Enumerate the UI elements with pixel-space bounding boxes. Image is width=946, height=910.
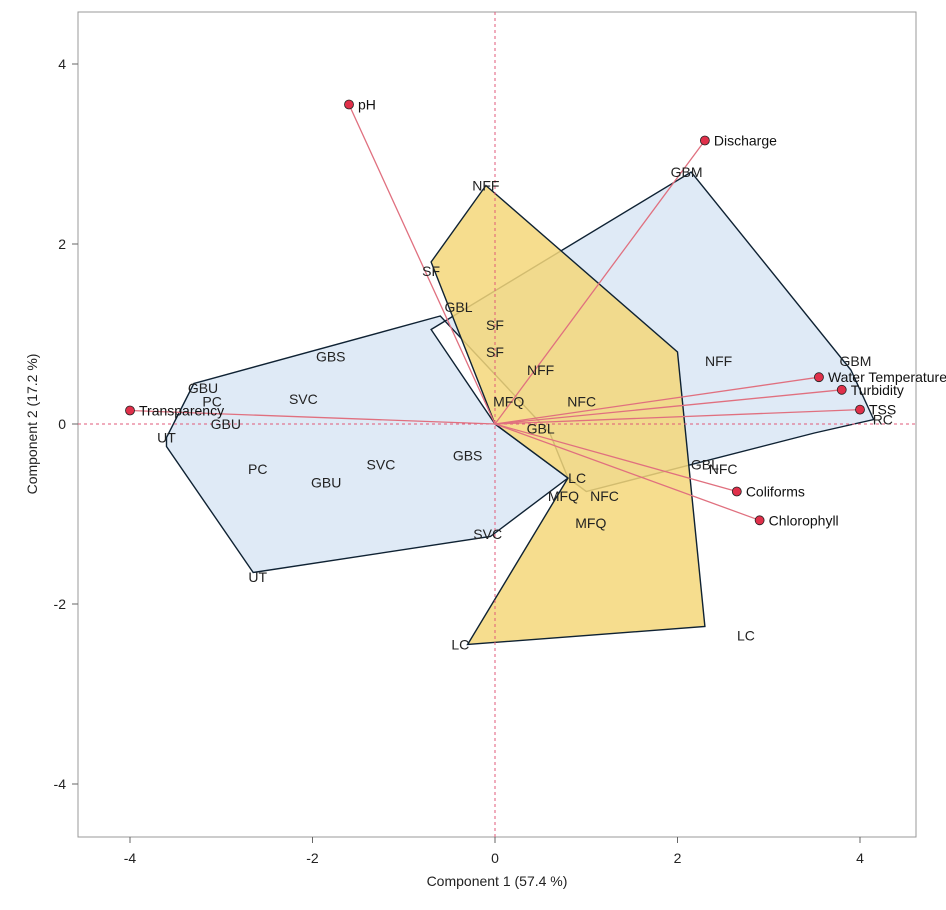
observation-label: GBU — [211, 416, 241, 432]
variable-label: Turbidity — [851, 382, 904, 398]
y-tick-label: 2 — [58, 236, 66, 252]
observation-label: GBL — [691, 457, 719, 473]
loading-point — [699, 135, 710, 146]
observation-label: NFC — [709, 461, 738, 477]
observation-label: MFQ — [493, 394, 524, 410]
observation-label: GBS — [316, 349, 346, 365]
loading-point — [855, 404, 865, 415]
x-tick-label: -4 — [124, 850, 137, 866]
x-axis-title: Component 1 (57.4 %) — [427, 873, 568, 889]
y-axis-title: Component 2 (17.2 %) — [24, 354, 40, 495]
y-tick-label: -2 — [54, 596, 67, 612]
observation-label: GBL — [527, 421, 555, 437]
observation-label: GBM — [671, 164, 703, 180]
observation-label: NFF — [527, 362, 554, 378]
loading-point — [754, 515, 765, 526]
loading-vector — [494, 408, 861, 425]
observation-label: NFF — [472, 178, 499, 194]
observation-label: SVC — [289, 391, 318, 407]
x-axis-ticks: -4 -2 0 2 4 — [124, 837, 864, 866]
y-tick-label: -4 — [54, 776, 67, 792]
observation-label: RC — [873, 412, 893, 428]
loading-point — [731, 486, 742, 497]
observation-label: GBU — [311, 475, 341, 491]
observation-label: PC — [248, 461, 267, 477]
observation-label: GBL — [444, 299, 472, 315]
loading-point — [814, 372, 824, 383]
hull-yellow — [430, 184, 706, 646]
observation-label: GBM — [839, 353, 871, 369]
hull-layer — [165, 171, 875, 646]
y-tick-label: 4 — [58, 56, 66, 72]
variable-label: Chlorophyll — [769, 512, 839, 528]
reference-lines — [78, 12, 916, 837]
y-axis-ticks: -4 -2 0 2 4 — [54, 56, 78, 792]
loading-point — [344, 99, 354, 110]
x-tick-label: 4 — [856, 850, 864, 866]
loading-point — [125, 405, 135, 416]
variable-label: Coliforms — [746, 484, 805, 500]
variable-label: Water Temperature — [828, 369, 946, 385]
loading-vector — [494, 140, 706, 425]
loading-vector — [494, 389, 842, 425]
variable-label: Transparency — [139, 403, 224, 419]
observation-label: SF — [486, 317, 504, 333]
y-tick-label: 0 — [58, 416, 66, 432]
loading-vector — [494, 423, 737, 493]
observation-label: SVC — [367, 457, 396, 473]
observation-label: NFF — [705, 353, 732, 369]
observation-label: GBU — [188, 380, 218, 396]
observation-label: LC — [568, 470, 586, 486]
variable-label: pH — [358, 97, 376, 113]
loading-vector — [494, 423, 760, 521]
loading-vector — [129, 409, 496, 425]
observation-label: LC — [451, 637, 469, 653]
observation-label: MFQ — [575, 515, 606, 531]
loading-vector — [494, 376, 820, 425]
observation-label: NFC — [590, 488, 619, 504]
variable-label: TSS — [869, 402, 896, 418]
observation-label: LC — [737, 628, 755, 644]
observation-label: NFC — [567, 394, 596, 410]
observation-label: UT — [157, 430, 176, 446]
x-tick-label: 2 — [674, 850, 682, 866]
observation-label: GBS — [453, 448, 483, 464]
observation-label: SF — [422, 263, 440, 279]
observation-label: UT — [248, 569, 267, 585]
x-tick-label: 0 — [491, 850, 499, 866]
observation-labels: NFFGBMSFGBLSFSFNFFNFFNFCMFQGBLGBMGBSGBUP… — [157, 164, 893, 653]
loading-point — [836, 384, 847, 395]
observation-label: SVC — [473, 526, 502, 542]
loading-vectors — [125, 99, 865, 526]
x-tick-label: -2 — [306, 850, 319, 866]
loading-vector — [348, 104, 496, 425]
observation-label: MFQ — [548, 488, 579, 504]
observation-label: PC — [202, 394, 221, 410]
variable-label: Discharge — [714, 133, 777, 149]
observation-label: SF — [486, 344, 504, 360]
